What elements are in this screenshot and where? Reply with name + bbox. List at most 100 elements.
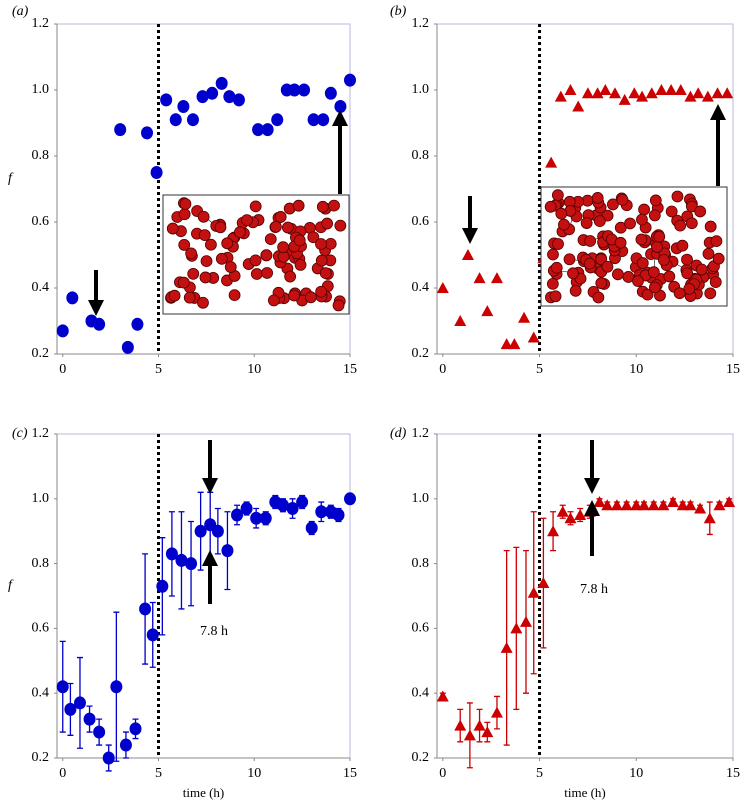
y-tick-label: 1.0 [32, 82, 50, 97]
point [114, 123, 127, 137]
network-node [636, 257, 649, 269]
network-node [316, 200, 329, 213]
point [608, 87, 621, 99]
point [66, 291, 79, 305]
point [298, 83, 311, 97]
point [518, 311, 531, 323]
network-node [702, 247, 715, 260]
point [121, 340, 134, 354]
point [463, 729, 476, 741]
network-node [591, 192, 604, 204]
point [473, 272, 486, 284]
network-node [197, 296, 209, 309]
point [315, 505, 328, 519]
network-node [544, 200, 557, 213]
x-tick-label: 15 [343, 362, 357, 377]
point [703, 512, 716, 524]
network-node [638, 203, 651, 216]
network-node [681, 267, 694, 280]
network-node [606, 198, 619, 211]
point [250, 511, 263, 525]
network-node [681, 253, 693, 266]
network-node [694, 205, 707, 218]
network-node [315, 285, 328, 298]
y-tick-label: 0.4 [412, 685, 430, 700]
network-node [215, 252, 228, 265]
network-node [199, 271, 212, 284]
network-node [635, 233, 648, 246]
network-node [653, 230, 666, 243]
point [119, 738, 132, 752]
point [215, 76, 228, 90]
network-node [611, 268, 624, 281]
point [545, 156, 558, 168]
point [110, 680, 123, 694]
network-node [616, 193, 629, 206]
network-node [324, 237, 337, 250]
network-node [178, 239, 191, 251]
network-node [614, 236, 627, 249]
point [481, 305, 494, 317]
point [271, 113, 284, 127]
point [711, 87, 724, 99]
y-tick-label: 0.8 [412, 556, 430, 571]
point [636, 90, 649, 102]
point [490, 272, 503, 284]
network-node [583, 257, 596, 270]
network-node [649, 281, 661, 294]
network-node [293, 234, 306, 247]
point [83, 712, 96, 726]
point [169, 113, 182, 127]
y-tick-label: 0.4 [32, 280, 50, 295]
network-node [200, 255, 213, 268]
network [165, 189, 725, 312]
point [723, 496, 736, 508]
network-node [647, 266, 660, 279]
y-tick-label: 1.2 [32, 426, 50, 441]
point [185, 557, 198, 571]
x-tick-label: 10 [247, 362, 261, 377]
annotation: 7.8 h [200, 624, 228, 639]
x-tick-label: 10 [629, 362, 643, 377]
point [500, 338, 513, 350]
point [618, 93, 631, 105]
point [676, 499, 689, 511]
y-tick-label: 0.2 [412, 750, 430, 765]
network-node [250, 268, 263, 280]
x-tick-label: 5 [155, 362, 162, 377]
point [194, 524, 207, 538]
point [490, 706, 503, 718]
point [141, 126, 154, 140]
network-node [187, 267, 200, 280]
network-node [552, 238, 564, 250]
point [556, 505, 569, 517]
point [473, 719, 486, 731]
network-node [228, 289, 241, 302]
annotation: 7.8 h [580, 582, 608, 597]
network-node [558, 218, 570, 231]
x-tick-label: 10 [247, 766, 261, 781]
point [701, 90, 714, 102]
point [454, 719, 467, 731]
point [721, 87, 734, 99]
y-tick-label: 0.8 [412, 148, 430, 163]
network-node [549, 290, 562, 303]
point [307, 113, 320, 127]
point [645, 87, 658, 99]
network-node [550, 261, 563, 274]
point [93, 317, 106, 331]
x-tick-label: 5 [536, 766, 543, 781]
network-node [712, 252, 725, 265]
network-node [648, 209, 661, 222]
point [519, 615, 532, 627]
point [713, 499, 726, 511]
point [146, 628, 159, 642]
network-node [292, 199, 305, 212]
network-node [546, 277, 559, 290]
network-node [663, 270, 676, 283]
y-tick-label: 1.2 [32, 16, 50, 31]
network-node [241, 214, 253, 227]
y-tick-label: 0.2 [32, 750, 50, 765]
point [64, 702, 77, 716]
point [692, 87, 705, 99]
